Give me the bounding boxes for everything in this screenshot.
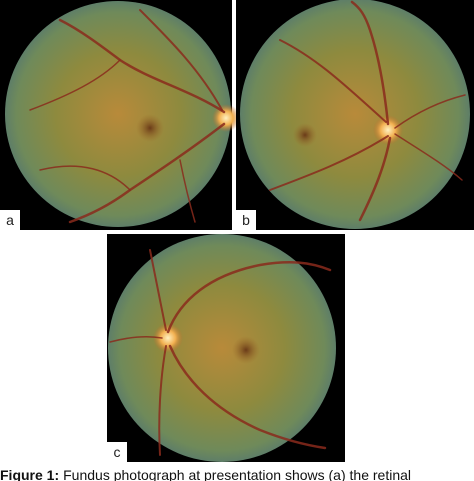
panel-label: b [242,212,250,228]
panel-a: a [0,0,240,230]
panel-label: a [6,212,14,228]
panel-c: c [107,234,345,462]
caption-label: Figure 1: [0,467,59,481]
caption: Figure 1: Fundus photograph at presentati… [0,467,411,481]
panel-label: c [114,444,121,460]
panel-b: b [236,0,474,230]
caption-text: Fundus photograph at presentation shows … [63,467,411,481]
